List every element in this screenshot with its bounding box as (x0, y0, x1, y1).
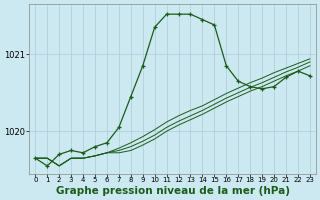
X-axis label: Graphe pression niveau de la mer (hPa): Graphe pression niveau de la mer (hPa) (56, 186, 290, 196)
